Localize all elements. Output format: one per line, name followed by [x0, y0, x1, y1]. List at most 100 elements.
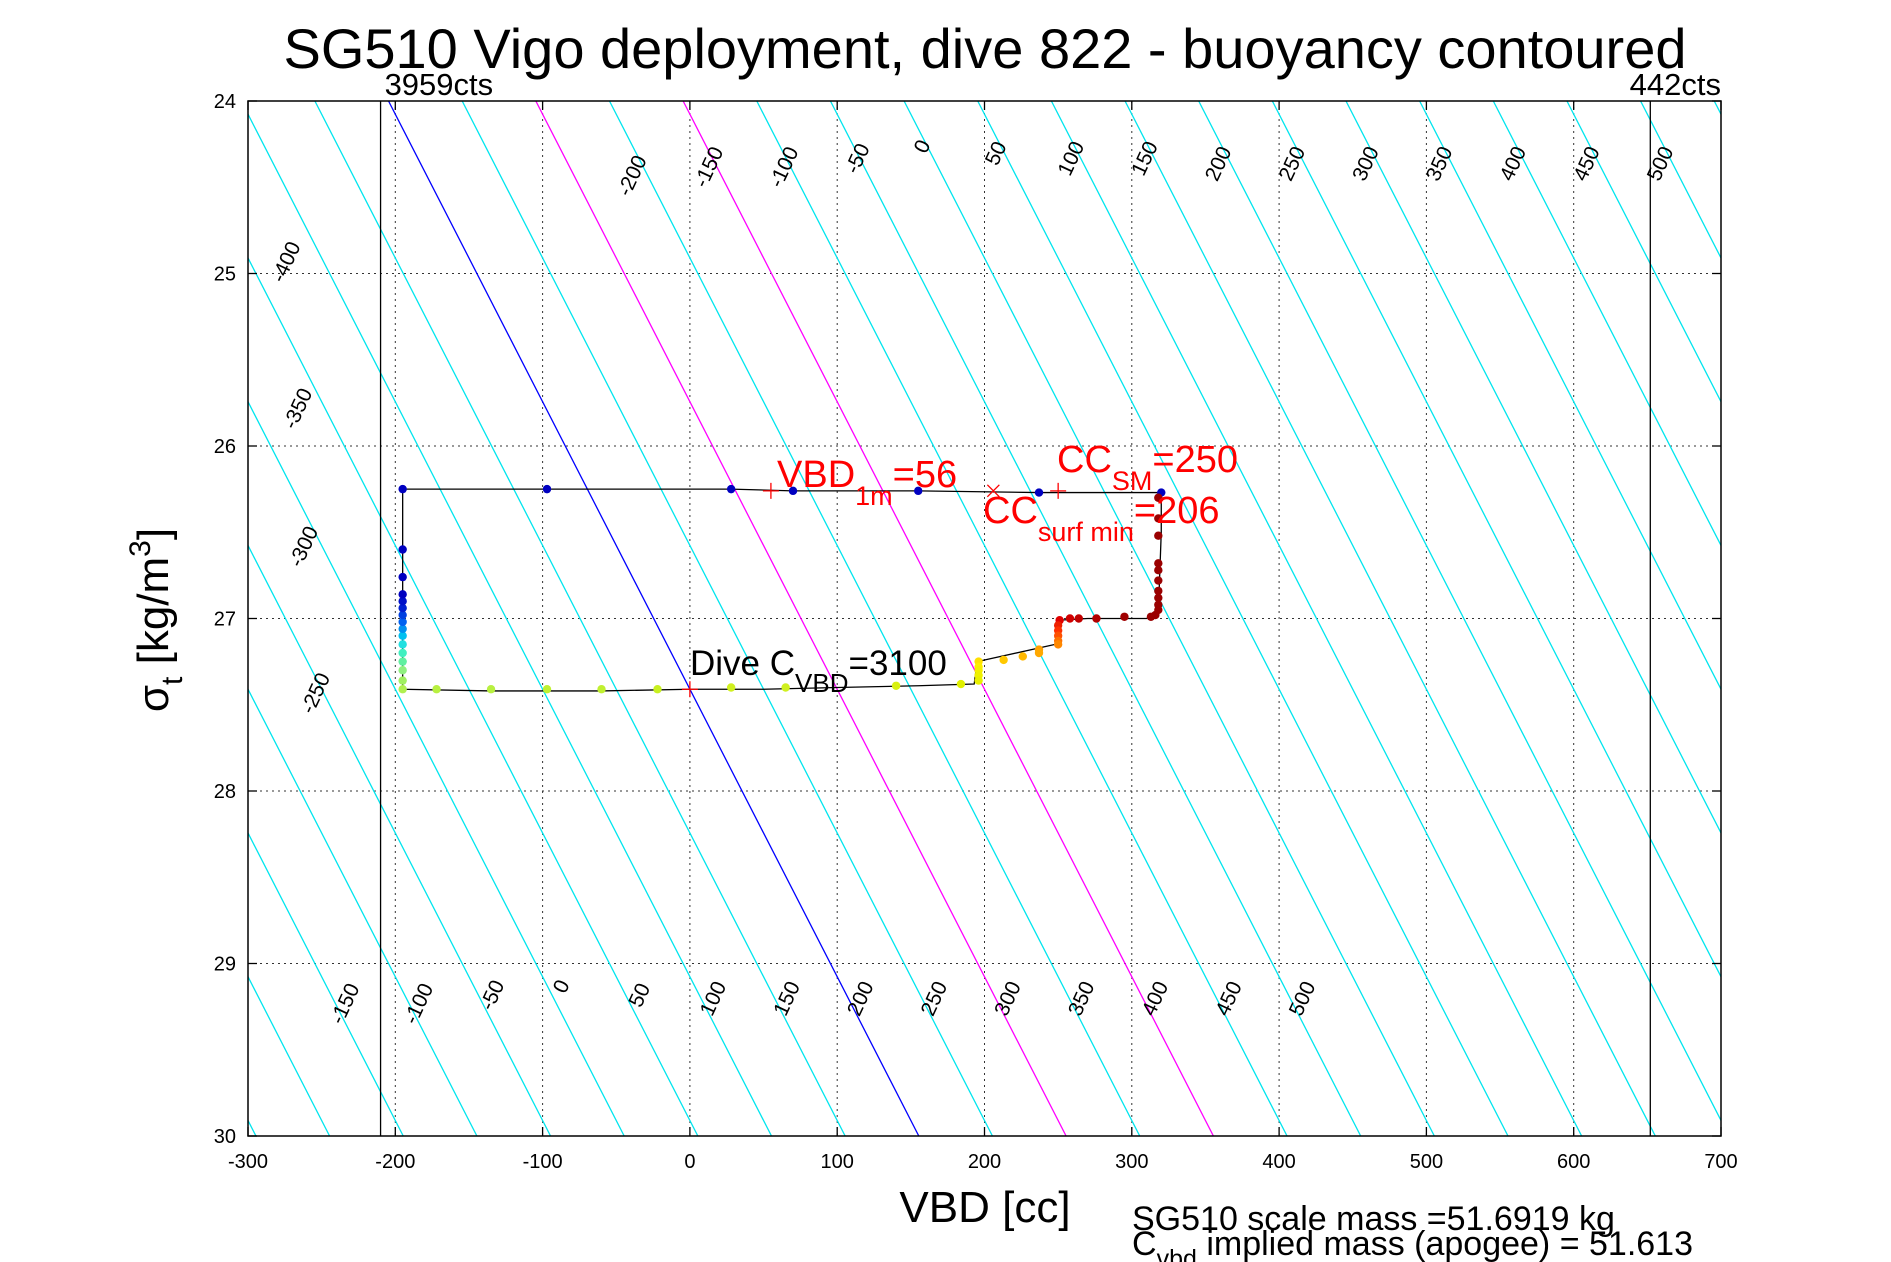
y-label-sub: t — [156, 676, 189, 685]
dive-point — [398, 648, 407, 658]
dive-point — [788, 486, 798, 496]
x-tick-label: 600 — [1557, 1151, 1590, 1173]
dive-point — [398, 685, 407, 694]
x-tick-label: 0 — [684, 1151, 695, 1173]
dive-point — [398, 624, 407, 634]
contour-line — [248, 544, 552, 1136]
annotation-vbd1m: VBD1m=56 — [777, 454, 957, 511]
y-tick-label: 28 — [214, 781, 236, 803]
dive-point — [1154, 531, 1163, 540]
dive-point — [398, 484, 407, 494]
x-tick-label: 200 — [968, 1151, 1001, 1173]
annotation-cc-sm: CCSM=250 — [1057, 439, 1238, 496]
contour-line — [461, 101, 994, 1136]
dive-point — [1154, 566, 1163, 575]
annotation-cc-surf-min: CCsurf min=206 — [983, 490, 1220, 547]
contour-line — [1198, 101, 1721, 1122]
dive-point — [542, 685, 552, 694]
contour-line — [387, 101, 920, 1136]
contour-line — [682, 101, 1214, 1136]
dive-point — [1053, 640, 1063, 649]
dive-point — [1154, 586, 1163, 596]
x-tick-label: -200 — [375, 1151, 415, 1173]
x-axis-label: VBD [cc] — [899, 1183, 1070, 1232]
dive-points — [398, 484, 1166, 694]
dive-point — [653, 685, 662, 694]
y-tick-label: 24 — [214, 91, 236, 113]
y-tick-label: 29 — [214, 954, 236, 976]
y-label-sup: 3 — [124, 540, 157, 557]
dive-point — [1074, 614, 1083, 623]
dive-point — [398, 590, 407, 599]
y-tick-label: 25 — [214, 264, 236, 286]
dive-point — [398, 610, 407, 620]
dive-point — [1146, 612, 1156, 621]
dive-point — [1018, 652, 1027, 661]
dive-point — [486, 685, 496, 694]
x-tick-label: 100 — [821, 1151, 854, 1173]
dive-point — [1154, 576, 1163, 585]
x-tick-label: -100 — [523, 1151, 563, 1173]
pump-limit-label: 442cts — [1630, 67, 1721, 102]
footer-scale-mass: SG510 scale mass =51.6919 kg — [1132, 1200, 1615, 1238]
dive-point — [974, 676, 983, 685]
y-label-sigma: σ — [129, 685, 178, 712]
contour-line — [1788, 101, 1891, 1136]
y-label-close: ] — [129, 528, 178, 540]
contour-line — [1345, 101, 1721, 835]
chart-title: SG510 Vigo deployment, dive 822 - buoyan… — [283, 17, 1686, 80]
dive-point — [398, 666, 407, 675]
markers — [681, 482, 1067, 698]
y-label-unit: [kg/m — [129, 557, 178, 677]
dive-point — [398, 545, 407, 554]
x-marker — [986, 484, 1000, 498]
contour-line — [1419, 101, 1721, 691]
footer-implied-mass: Cvbd implied mass (apogee) = 51.613 — [1132, 1225, 1693, 1262]
svg-text:σt [kg/m3]: σt [kg/m3] — [124, 528, 189, 712]
dive-point — [398, 640, 407, 649]
y-tick-label: 30 — [214, 1126, 236, 1148]
contour-line — [1124, 101, 1656, 1136]
pump-limit-label: 3959cts — [385, 67, 494, 102]
contour-line — [1492, 101, 1721, 547]
annotation-dive-cvbd: Dive CVBD=3100 — [690, 644, 947, 698]
x-tick-label: 700 — [1704, 1151, 1737, 1173]
dive-point — [398, 631, 407, 640]
dive-point — [726, 484, 736, 494]
y-axis-label: σt [kg/m3] — [124, 528, 189, 712]
contour-line — [977, 101, 1509, 1136]
dive-point — [1092, 614, 1101, 623]
dive-point — [1065, 614, 1075, 623]
dive-point — [542, 484, 552, 494]
axis-ticks: -300 -200 -100 0 100 200 300 400 500 600 700 24 25 26… — [214, 91, 1738, 1173]
contour-line — [1050, 101, 1583, 1136]
x-tick-label: 400 — [1262, 1151, 1295, 1173]
dive-point — [398, 676, 407, 685]
dive-point — [398, 657, 407, 666]
contour-line — [248, 112, 773, 1136]
dive-point — [1120, 612, 1129, 621]
contour-line — [248, 831, 404, 1136]
dive-point — [398, 572, 407, 582]
dive-point — [1034, 488, 1044, 497]
contour-line — [1566, 101, 1721, 404]
dive-point — [398, 617, 407, 627]
contour-line — [314, 101, 846, 1136]
dive-point — [1154, 493, 1163, 502]
dive-point — [999, 655, 1008, 665]
y-tick-label: 26 — [214, 436, 236, 458]
contour-line — [1713, 101, 1721, 116]
x-tick-label: 300 — [1115, 1151, 1148, 1173]
dive-point — [1154, 593, 1163, 602]
contour-line — [1862, 101, 1891, 1136]
pump-limit-lines: 3959cts 442cts — [379, 67, 1721, 1136]
dive-point — [1034, 648, 1044, 658]
contour-line — [903, 101, 1435, 1136]
dive-point — [781, 683, 790, 692]
dive-point — [1154, 559, 1163, 568]
dive-point — [914, 486, 923, 496]
y-tick-label: 27 — [214, 609, 236, 631]
dive-point — [726, 683, 736, 692]
contour-line — [535, 101, 1067, 1136]
dive-point — [1154, 514, 1163, 523]
